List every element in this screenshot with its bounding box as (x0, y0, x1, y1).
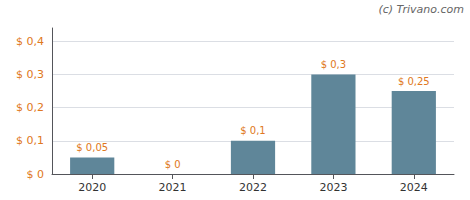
svg-text:(c) Trivano.com: (c) Trivano.com (378, 3, 464, 16)
svg-text:$ 0,1: $ 0,1 (16, 134, 44, 147)
svg-text:2023: 2023 (319, 181, 347, 194)
svg-text:2021: 2021 (159, 181, 187, 194)
svg-text:2022: 2022 (239, 181, 267, 194)
svg-text:$ 0,2: $ 0,2 (16, 101, 44, 114)
svg-text:$ 0,05: $ 0,05 (76, 142, 108, 153)
svg-text:2020: 2020 (78, 181, 106, 194)
svg-text:$ 0: $ 0 (27, 168, 45, 181)
svg-text:$ 0,4: $ 0,4 (16, 35, 44, 48)
svg-text:$ 0,1: $ 0,1 (240, 125, 265, 136)
svg-text:$ 0,3: $ 0,3 (321, 59, 346, 70)
svg-text:$ 0,3: $ 0,3 (16, 68, 44, 81)
svg-text:2024: 2024 (400, 181, 428, 194)
svg-text:$ 0,25: $ 0,25 (398, 76, 430, 87)
svg-text:$ 0: $ 0 (165, 159, 181, 170)
